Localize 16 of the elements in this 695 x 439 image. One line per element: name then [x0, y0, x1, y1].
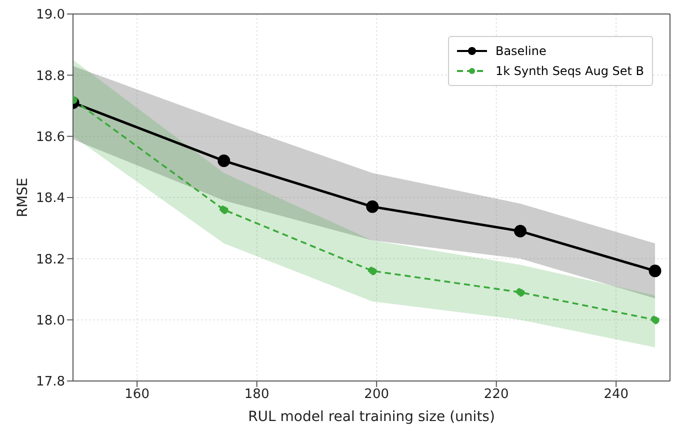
x-tick-label: 160	[124, 387, 150, 402]
legend-label: Baseline	[495, 43, 546, 60]
x-tick-label: 200	[364, 387, 390, 402]
y-tick-label: 19.0	[36, 8, 65, 23]
y-tick-label: 18.4	[36, 191, 65, 206]
y-tick-label: 18.2	[36, 252, 65, 268]
y-tick-label: 18.8	[36, 68, 65, 84]
y-axis-title: RMSE	[14, 178, 31, 218]
x-tick-label: 180	[244, 387, 270, 402]
legend-label: 1k Synth Seqs Aug Set B	[495, 63, 644, 80]
y-tick-label: 17.8	[36, 374, 65, 390]
x-tick-label: 240	[604, 387, 629, 402]
y-tick-label: 18.6	[36, 130, 65, 145]
y-tick-label: 18.0	[36, 313, 65, 328]
x-tick-label: 220	[484, 387, 509, 402]
x-axis-title: RUL model real training size (units)	[248, 409, 495, 425]
